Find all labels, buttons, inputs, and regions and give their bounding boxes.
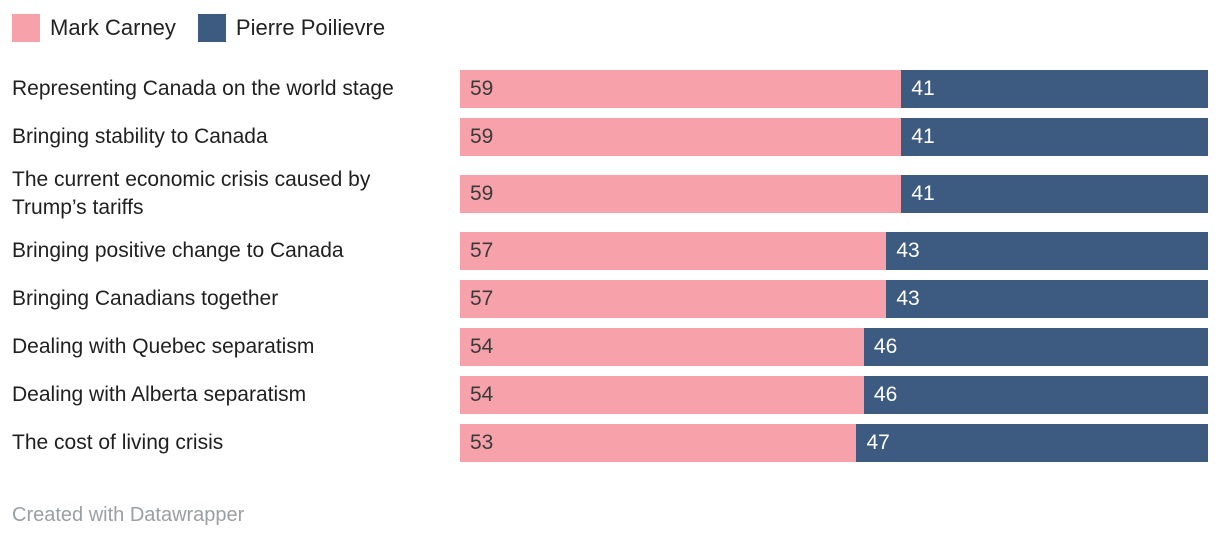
carney-bar-segment[interactable]: 59	[460, 118, 902, 156]
bar-chart: Representing Canada on the world stage 59…	[0, 70, 1220, 462]
value-label: 43	[896, 239, 920, 262]
chart-row: Dealing with Alberta separatism 54 46	[0, 376, 1208, 414]
stacked-bar: 59 41	[460, 70, 1208, 108]
value-label: 46	[873, 383, 898, 406]
legend-swatch-poilievre-icon	[197, 14, 226, 42]
chart-row: Representing Canada on the world stage 59…	[0, 70, 1208, 108]
carney-bar-segment[interactable]: 59	[460, 175, 902, 213]
category-label: Bringing stability to Canada	[12, 125, 268, 148]
category-label: Dealing with Quebec separatism	[12, 335, 315, 358]
value-label: 59	[470, 182, 494, 205]
carney-bar-segment[interactable]: 59	[460, 70, 902, 108]
stacked-bar: 59 41	[460, 175, 1208, 213]
attribution: Created with Datawrapper	[12, 504, 1220, 527]
legend-label-carney: Mark Carney	[50, 15, 176, 40]
stacked-bar: 54 46	[460, 328, 1208, 366]
category-label: Bringing positive change to Canada	[12, 239, 344, 262]
chart-row: Bringing Canadians together 57 43	[0, 280, 1208, 318]
value-label: 41	[911, 125, 935, 148]
carney-bar-segment[interactable]: 54	[460, 328, 864, 366]
value-label: 57	[470, 287, 494, 310]
stacked-bar: 57 43	[460, 232, 1208, 270]
carney-bar-segment[interactable]: 53	[460, 424, 857, 462]
legend-item-poilievre: Pierre Poilievre	[197, 14, 386, 42]
carney-bar-segment[interactable]: 54	[460, 376, 864, 414]
chart-row: The current economic crisis caused by Tr…	[0, 166, 1208, 222]
poilievre-bar-segment[interactable]: 43	[886, 280, 1208, 318]
poilievre-bar-segment[interactable]: 47	[856, 424, 1208, 462]
legend: Mark Carney Pierre Poilievre	[12, 14, 1220, 42]
carney-bar-segment[interactable]: 57	[460, 280, 887, 318]
value-label: 41	[911, 77, 935, 100]
value-label: 59	[470, 77, 494, 100]
stacked-bar: 54 46	[460, 376, 1208, 414]
poilievre-bar-segment[interactable]: 41	[901, 175, 1208, 213]
category-label: Bringing Canadians together	[12, 287, 279, 310]
value-label: 54	[470, 335, 494, 358]
value-label: 57	[470, 239, 494, 262]
chart-row: Dealing with Quebec separatism 54 46	[0, 328, 1208, 366]
category-label: The cost of living crisis	[12, 431, 224, 454]
legend-swatch-carney-icon	[12, 14, 40, 42]
chart-row: The cost of living crisis 53 47	[0, 424, 1208, 462]
value-label: 54	[470, 383, 494, 406]
value-label: 46	[873, 335, 898, 358]
value-label: 41	[911, 182, 935, 205]
category-label: The current economic crisis caused by Tr…	[12, 168, 371, 219]
poilievre-bar-segment[interactable]: 41	[901, 70, 1208, 108]
legend-label-poilievre: Pierre Poilievre	[235, 15, 386, 40]
chart-row: Bringing stability to Canada 59 41	[0, 118, 1208, 156]
poilievre-bar-segment[interactable]: 41	[901, 118, 1208, 156]
category-label: Representing Canada on the world stage	[12, 77, 394, 100]
chart-row: Bringing positive change to Canada 57 43	[0, 232, 1208, 270]
poilievre-bar-segment[interactable]: 46	[863, 328, 1208, 366]
carney-bar-segment[interactable]: 57	[460, 232, 887, 270]
stacked-bar: 57 43	[460, 280, 1208, 318]
stacked-bar: 59 41	[460, 118, 1208, 156]
category-label: Dealing with Alberta separatism	[12, 383, 307, 406]
legend-item-carney: Mark Carney	[12, 14, 176, 42]
value-label: 43	[896, 287, 920, 310]
poilievre-bar-segment[interactable]: 46	[863, 376, 1208, 414]
value-label: 53	[470, 431, 494, 454]
datawrapper-attribution-link[interactable]: Created with Datawrapper	[12, 504, 245, 526]
value-label: 47	[866, 431, 890, 454]
poilievre-bar-segment[interactable]: 43	[886, 232, 1208, 270]
stacked-bar: 53 47	[460, 424, 1208, 462]
value-label: 59	[470, 125, 494, 148]
